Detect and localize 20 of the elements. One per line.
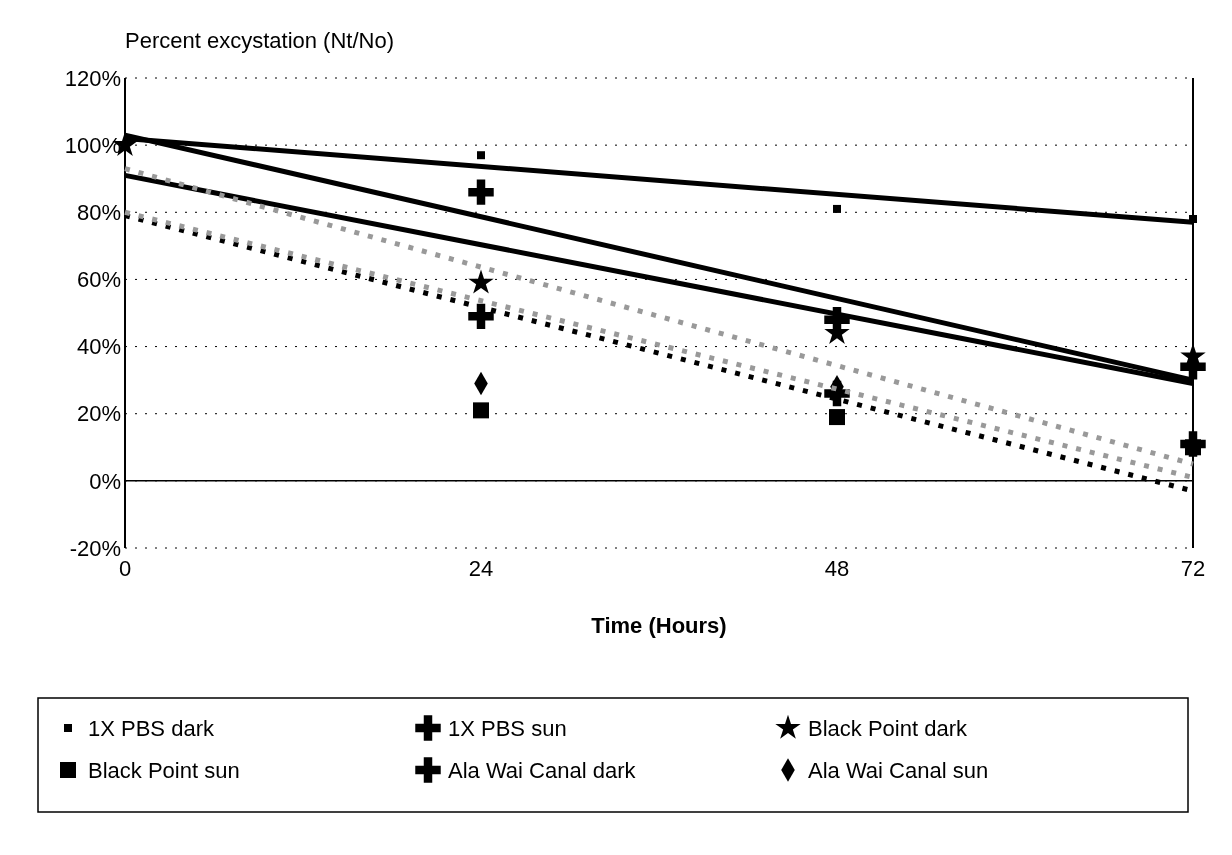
x-tick-label: 0: [118, 556, 132, 581]
legend-label: 1X PBS dark: [88, 715, 215, 741]
y-tick-label: 0%: [89, 468, 121, 494]
y-tick-label: 100%: [64, 132, 121, 158]
y-tick-label: 20%: [76, 401, 121, 427]
y-axis-title: Percent excystation (Nt/No): [125, 28, 394, 53]
legend-label: Ala Wai Canal sun: [808, 757, 989, 783]
y-tick-label: -20%: [69, 535, 121, 561]
legend-label: Black Point sun: [88, 757, 240, 783]
legend-label: 1X PBS sun: [448, 715, 567, 741]
y-tick-label: 60%: [76, 267, 121, 293]
y-tick-label: 40%: [76, 334, 121, 360]
x-tick-label: 48: [824, 556, 850, 581]
x-tick-label: 72: [1180, 556, 1206, 581]
y-tick-label: 80%: [76, 199, 121, 225]
y-tick-label: 120%: [64, 65, 121, 91]
legend-label: Ala Wai Canal dark: [448, 757, 637, 783]
x-axis-title: Time (Hours): [591, 613, 727, 638]
x-tick-label: 24: [468, 556, 494, 581]
legend-label: Black Point dark: [808, 715, 968, 741]
